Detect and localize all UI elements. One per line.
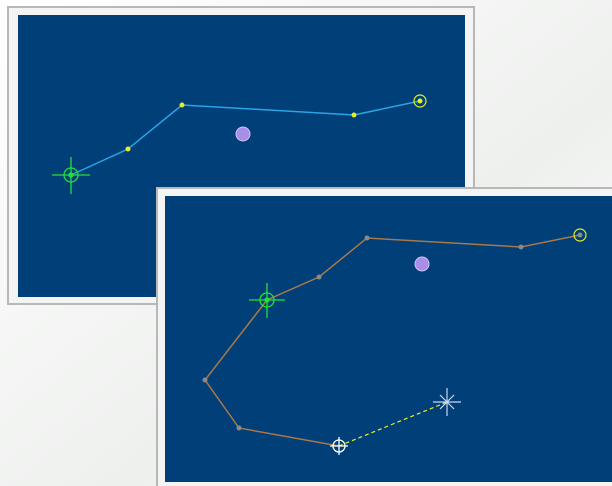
preview-line [338, 401, 448, 447]
panel-2 [156, 187, 612, 486]
start-crosshair [249, 283, 285, 318]
cursor-star [433, 388, 461, 416]
crosshair-ring [259, 292, 275, 308]
vertex [236, 425, 242, 431]
crosshair-ring [63, 167, 79, 183]
vertex [316, 274, 322, 280]
vertex [364, 235, 370, 241]
star-d2 [439, 394, 455, 410]
target-dot [414, 256, 430, 272]
vertex [351, 112, 357, 118]
target-dot [235, 126, 251, 142]
vertex [518, 244, 524, 250]
vertices [202, 232, 583, 431]
path-line [204, 234, 581, 447]
end-marker [413, 94, 427, 108]
vertex [417, 98, 423, 104]
crosshair-dot [264, 297, 270, 303]
end-marker [573, 228, 587, 242]
vertex [577, 232, 583, 238]
cursor-crosshair [330, 437, 348, 455]
vertex [179, 102, 185, 108]
vertex [125, 146, 131, 152]
vertex [202, 377, 208, 383]
crosshair-dot [68, 172, 74, 178]
vertices [125, 98, 423, 152]
start-crosshair [52, 157, 90, 194]
